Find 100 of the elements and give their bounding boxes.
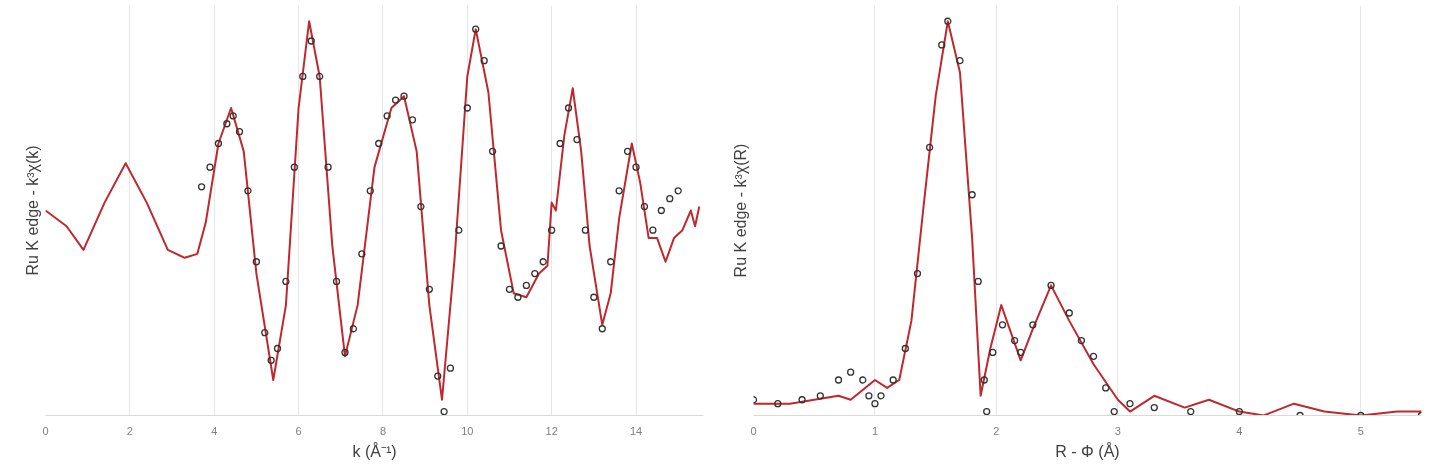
point xyxy=(391,96,400,104)
x-tick-label: 4 xyxy=(1236,424,1243,437)
point xyxy=(649,226,657,234)
point xyxy=(463,104,471,112)
point xyxy=(1110,407,1118,416)
point xyxy=(307,37,315,45)
point xyxy=(252,258,261,266)
point xyxy=(522,281,530,290)
point xyxy=(974,277,982,286)
point xyxy=(480,57,488,65)
point xyxy=(774,400,782,408)
point xyxy=(1047,281,1055,290)
point xyxy=(564,104,573,112)
point xyxy=(1235,407,1243,416)
point xyxy=(425,285,433,293)
point xyxy=(640,202,649,211)
point xyxy=(607,258,615,266)
point xyxy=(488,147,497,156)
point xyxy=(1089,352,1098,361)
point xyxy=(623,147,632,156)
point xyxy=(1017,348,1025,357)
point xyxy=(229,112,237,120)
point xyxy=(581,226,590,234)
x-tick-label: 6 xyxy=(295,424,302,437)
y-axis-title: Ru K edge - k³χ(R) xyxy=(731,143,749,278)
point xyxy=(956,57,964,65)
point xyxy=(938,41,946,49)
x-tick-label: 8 xyxy=(379,424,386,437)
point xyxy=(455,226,463,234)
point xyxy=(1126,400,1134,408)
point xyxy=(267,356,275,364)
point xyxy=(235,128,244,136)
point xyxy=(615,187,623,195)
point xyxy=(816,392,824,400)
point xyxy=(366,187,374,195)
point xyxy=(1029,321,1037,329)
x-tick-label: 12 xyxy=(545,424,558,437)
x-tick-label: 10 xyxy=(461,424,474,437)
point xyxy=(944,17,952,25)
point xyxy=(206,163,214,171)
point xyxy=(666,195,674,203)
point xyxy=(434,372,442,380)
point xyxy=(358,250,366,258)
point xyxy=(590,293,598,301)
x-tick-label: 0 xyxy=(42,424,49,437)
point xyxy=(859,376,867,384)
point xyxy=(197,183,206,191)
point xyxy=(865,392,873,400)
point xyxy=(472,25,480,33)
point xyxy=(556,139,564,148)
point xyxy=(674,187,682,195)
point xyxy=(632,163,640,171)
point xyxy=(980,376,988,384)
point xyxy=(1065,309,1073,317)
point xyxy=(341,348,349,357)
x-tick-label: 2 xyxy=(993,424,1000,437)
point xyxy=(925,143,934,152)
x-tick-label: 4 xyxy=(211,424,218,437)
point xyxy=(440,407,448,416)
point xyxy=(548,226,556,234)
point xyxy=(901,344,909,353)
point xyxy=(299,72,307,81)
point xyxy=(261,329,269,337)
x-tick-label: 5 xyxy=(1357,424,1364,437)
point xyxy=(316,72,324,81)
point xyxy=(983,407,991,416)
x-tick-label: 0 xyxy=(750,424,757,437)
point xyxy=(417,202,425,211)
y-axis-title: Ru K edge - k³χ(k) xyxy=(23,145,41,276)
point xyxy=(514,293,522,301)
x-tick-label: 2 xyxy=(126,424,133,437)
point xyxy=(282,277,290,286)
point xyxy=(598,325,606,333)
point xyxy=(657,206,665,215)
point xyxy=(871,400,879,408)
point xyxy=(349,325,358,333)
point xyxy=(214,139,223,148)
point xyxy=(998,321,1007,329)
x-axis-title: k (Å⁻¹) xyxy=(352,441,397,460)
point xyxy=(1010,336,1019,345)
point xyxy=(383,112,391,120)
point xyxy=(400,92,408,100)
point xyxy=(324,163,332,171)
point xyxy=(798,396,806,404)
point xyxy=(573,135,581,144)
x-tick-label: 3 xyxy=(1114,424,1121,437)
point xyxy=(332,277,341,286)
point xyxy=(1150,403,1158,412)
x-axis-title: R - Φ (Å) xyxy=(1055,441,1120,460)
point xyxy=(539,258,547,266)
x-tick-label: 14 xyxy=(629,424,643,437)
point xyxy=(1102,384,1110,392)
x-tick-label: 1 xyxy=(871,424,879,437)
point xyxy=(497,242,505,250)
point xyxy=(913,269,922,278)
point xyxy=(531,269,539,278)
point xyxy=(847,368,855,376)
point xyxy=(968,191,976,199)
point xyxy=(1187,407,1195,416)
point xyxy=(505,285,514,293)
